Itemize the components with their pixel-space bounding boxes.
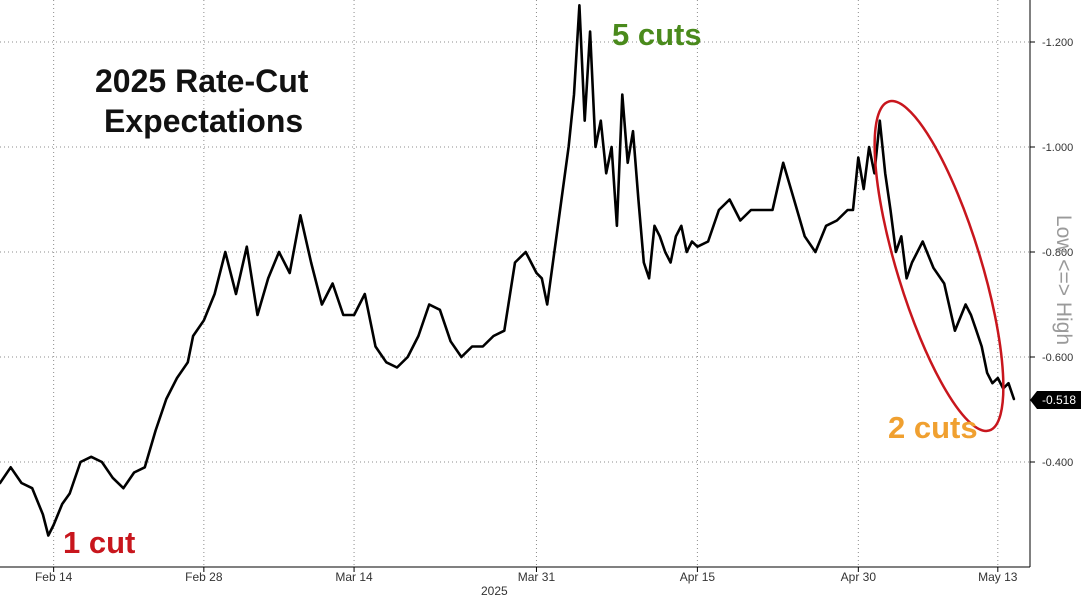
y-tick-label: -0.800: [1042, 247, 1073, 259]
annotation-2-cuts: 2 cuts: [888, 410, 978, 445]
x-tick-label: Feb 28: [185, 570, 223, 584]
chart-title-line-2: Expectations: [104, 103, 303, 139]
last-value-label: -0.518: [1042, 393, 1076, 407]
x-axis-label: 2025: [481, 584, 508, 598]
x-tick-label: Mar 14: [335, 570, 373, 584]
x-ticks: Feb 14 Feb 28 Mar 14 Mar 31 Apr 15 Apr 30 May …: [35, 567, 1018, 584]
last-value-badge: [1030, 391, 1081, 409]
y-tick-label: -1.000: [1042, 142, 1073, 154]
x-tick-label: Feb 14: [35, 570, 73, 584]
x-tick-label: May 13: [978, 570, 1018, 584]
x-tick-label: Apr 30: [841, 570, 877, 584]
x-tick-label: Apr 15: [680, 570, 716, 584]
grid: [0, 0, 1030, 567]
series-line: [0, 4, 1016, 537]
y-tick-label: -0.400: [1042, 457, 1073, 469]
annotation-5-cuts: 5 cuts: [612, 17, 702, 52]
last-value-tag: -0.518: [1030, 391, 1081, 409]
highlight-ellipse: [873, 99, 1005, 433]
annotation-1-cut: 1 cut: [63, 525, 135, 560]
y-axis-label: Low <=> High: [1052, 215, 1075, 345]
y-tick-label: -1.200: [1042, 37, 1073, 49]
y-tick-label: -0.600: [1042, 352, 1073, 364]
y-ticks: -0.400 -0.600 -0.800 -1.000 -1.200: [1030, 37, 1073, 469]
x-tick-label: Mar 31: [518, 570, 556, 584]
chart-title-line-1: 2025 Rate-Cut: [95, 63, 309, 99]
